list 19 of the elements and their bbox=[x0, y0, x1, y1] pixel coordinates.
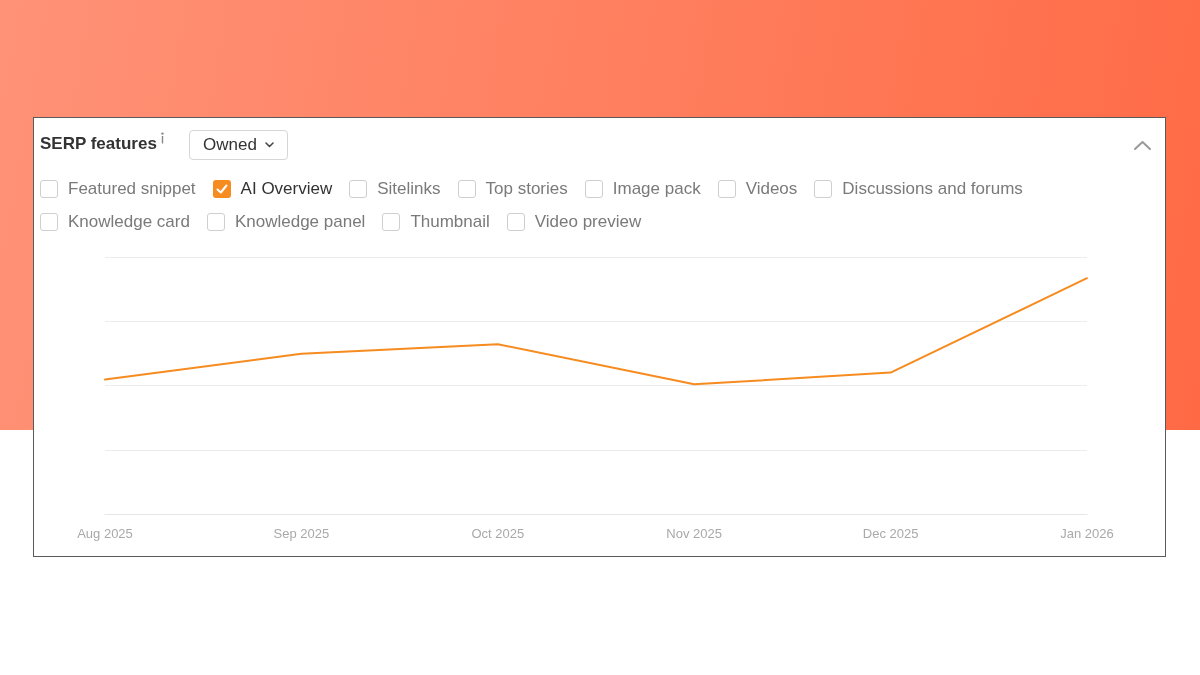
x-tick-label: Jan 2026 bbox=[1060, 526, 1114, 541]
text: Videos bbox=[745, 178, 798, 199]
text: Thumbnail bbox=[410, 211, 490, 232]
x-tick-label: Sep 2025 bbox=[273, 526, 330, 541]
text: Sitelinks bbox=[377, 178, 441, 199]
x-tick-label: Oct 2025 bbox=[471, 526, 525, 541]
text: Knowledge panel bbox=[234, 211, 366, 232]
text: Discussions and forums bbox=[842, 178, 1023, 199]
chart-title: SERP features bbox=[40, 134, 157, 154]
text: Top stories bbox=[485, 178, 568, 199]
legend-label: AI Overview bbox=[240, 178, 333, 199]
dropdown: Owned bbox=[189, 130, 288, 160]
text: Knowledge card bbox=[68, 211, 190, 232]
text: Featured snippet bbox=[68, 178, 196, 199]
text: Video preview bbox=[534, 211, 642, 232]
x-tick-label: Dec 2025 bbox=[862, 526, 919, 541]
x-tick-label: Aug 2025 bbox=[77, 526, 133, 541]
x-tick-label: Nov 2025 bbox=[666, 526, 723, 541]
text: Image pack bbox=[612, 178, 701, 199]
